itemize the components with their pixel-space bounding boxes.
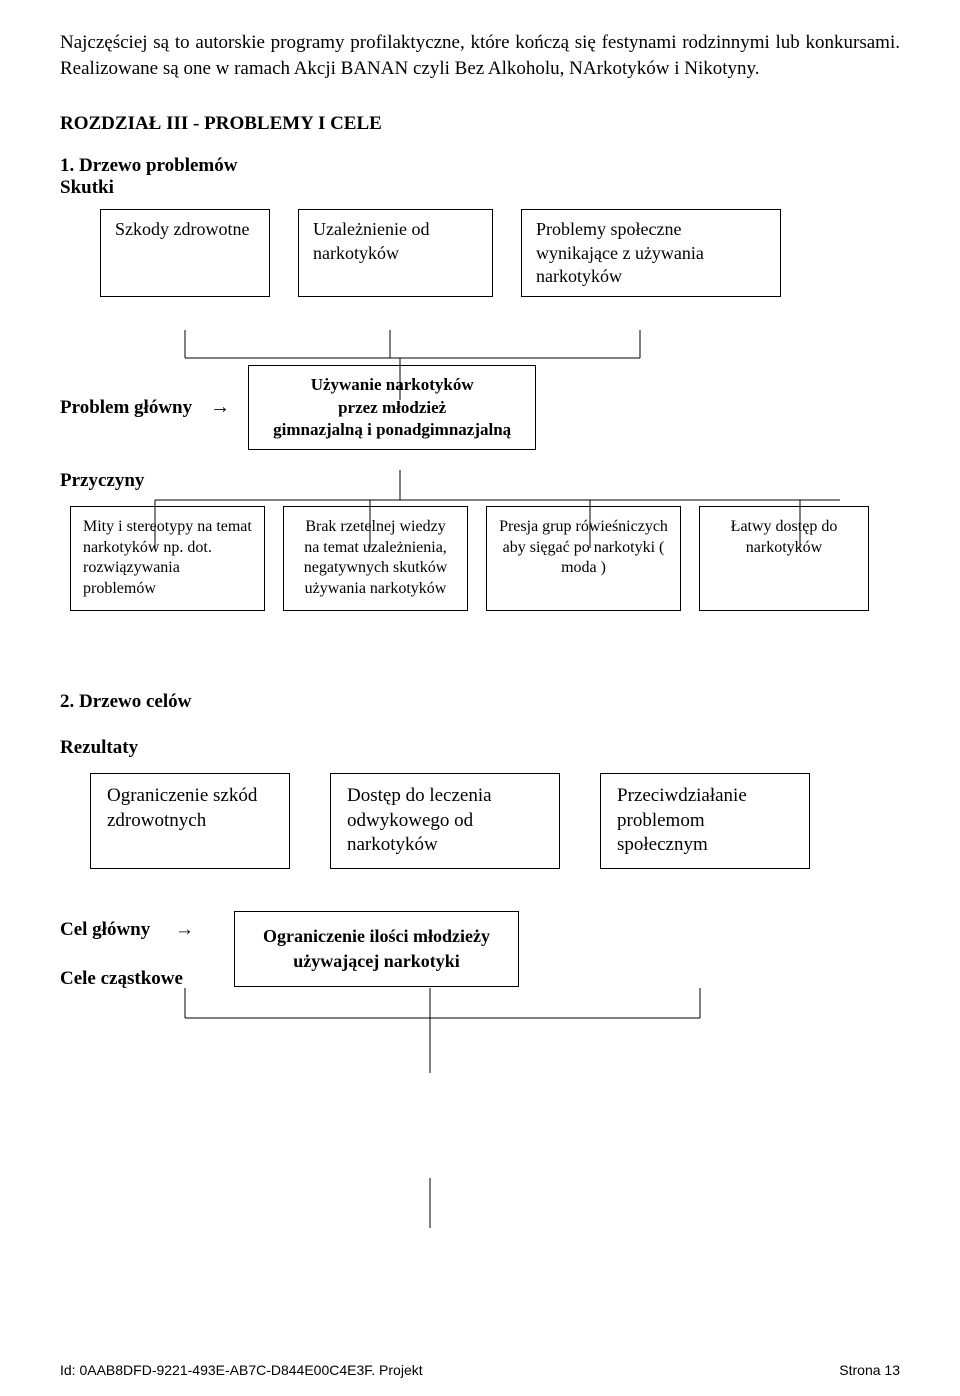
cause-presja: Presja grup rówieśniczych aby sięgać po … — [486, 506, 681, 611]
przyczyny-label: Przyczyny — [60, 470, 900, 492]
footer-id: Id: 0AAB8DFD-9221-493E-AB7C-D844E00C4E3F… — [60, 1362, 423, 1378]
cel-glowny-label: Cel główny — [60, 919, 150, 940]
rezultaty-label: Rezultaty — [60, 737, 900, 759]
box-szkody: Szkody zdrowotne — [100, 209, 270, 297]
problem-glowny-box: Używanie narkotyków przez młodzież gimna… — [248, 365, 536, 449]
connector-cel-down — [0, 1178, 960, 1238]
page-footer: Id: 0AAB8DFD-9221-493E-AB7C-D844E00C4E3F… — [60, 1362, 900, 1378]
section-1-title: 1. Drzewo problemów — [60, 155, 900, 177]
box-uzaleznienie: Uzależnienie od narkotyków — [298, 209, 493, 297]
problem-glowny-row: Problem główny → Używanie narkotyków prz… — [60, 365, 900, 449]
cele-czastkowe-label: Cele cząstkowe — [60, 954, 194, 1003]
cel-labels: Cel główny → Cele cząstkowe — [60, 905, 194, 1004]
box-ograniczenie-szkod: Ograniczenie szkód zdrowotnych — [90, 773, 290, 869]
cel-row: Cel główny → Cele cząstkowe Ograniczenie… — [60, 905, 900, 1004]
rezultaty-row: Ograniczenie szkód zdrowotnych Dostęp do… — [90, 773, 900, 869]
cel-glowny-box: Ograniczenie ilości młodzieży używającej… — [234, 911, 519, 987]
cause-mity: Mity i stereotypy na temat narkotyków np… — [70, 506, 265, 611]
box-przeciwdzialanie: Przeciwdziałanie problemom społecznym — [600, 773, 810, 869]
przyczyny-row: Mity i stereotypy na temat narkotyków np… — [70, 506, 900, 611]
box-problemy-spoleczne: Problemy społeczne wynikające z używania… — [521, 209, 781, 297]
cause-brak-wiedzy: Brak rzetelnej wiedzy na temat uzależnie… — [283, 506, 468, 611]
problem-glowny-label: Problem główny — [60, 397, 192, 419]
footer-page: Strona 13 — [839, 1362, 900, 1378]
intro-paragraph: Najczęściej są to autorskie programy pro… — [60, 30, 900, 81]
skutki-row: Szkody zdrowotne Uzależnienie od narkoty… — [100, 209, 900, 297]
arrow-icon: → — [175, 919, 194, 940]
section-2-title: 2. Drzewo celów — [60, 691, 900, 713]
section-1-sub: Skutki — [60, 177, 900, 199]
chapter-heading: ROZDZIAŁ III - PROBLEMY I CELE — [60, 113, 900, 135]
cause-dostep: Łatwy dostęp do narkotyków — [699, 506, 869, 611]
arrow-icon: → — [210, 396, 230, 419]
box-dostep-leczenia: Dostęp do leczenia odwykowego od narkoty… — [330, 773, 560, 869]
